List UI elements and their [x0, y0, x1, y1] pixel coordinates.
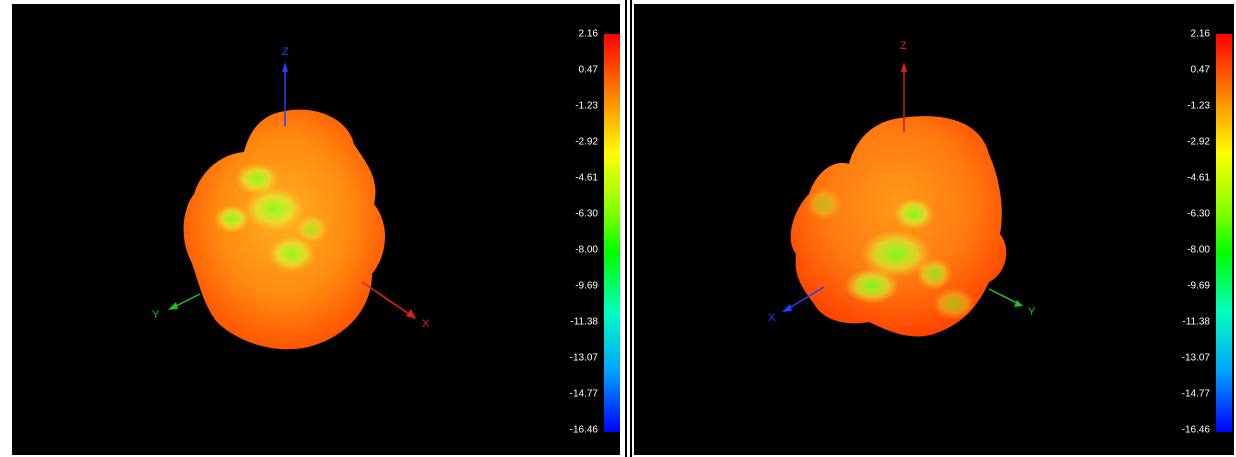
left-color-scale: 2.16 0.47 -1.23 -2.92 -4.61 -6.30 -8.00 …	[560, 29, 620, 436]
tick-label: -14.77	[569, 388, 598, 400]
tick-label: -16.46	[1181, 424, 1210, 436]
axis-label-z: Z	[282, 46, 289, 58]
tick-label: 0.47	[578, 64, 598, 76]
tick-label: 2.16	[1190, 28, 1210, 40]
tick-label: -6.30	[575, 208, 598, 220]
right-surface-render	[782, 62, 1023, 337]
tick-label: -13.07	[569, 352, 598, 364]
panel-divider	[630, 0, 632, 457]
tick-label: -8.00	[1187, 244, 1210, 256]
tick-label: -4.61	[1187, 172, 1210, 184]
right-color-scale: 2.16 0.47 -1.23 -2.92 -4.61 -6.30 -8.00 …	[1172, 29, 1232, 436]
tick-label: -8.00	[575, 244, 598, 256]
right-3d-view[interactable]: Z X Y 2.16 0.47 -1.23 -2.92 -4.61 -6.30 …	[634, 4, 1234, 455]
tick-label: -11.38	[1182, 316, 1210, 328]
molecular-surface	[790, 116, 1007, 337]
tick-label: -13.07	[1181, 352, 1210, 364]
axis-label-x: X	[422, 318, 430, 330]
panel-divider	[625, 0, 627, 457]
tick-label: -16.46	[569, 424, 598, 436]
tick-label: -11.38	[570, 316, 598, 328]
axis-label-y: Y	[1028, 306, 1036, 318]
left-surface-render	[168, 62, 416, 350]
axis-label-x: X	[768, 312, 776, 324]
axis-label-y: Y	[152, 309, 160, 321]
axis-label-z: Z	[900, 40, 907, 52]
tick-label: -9.69	[1187, 280, 1210, 292]
color-bar	[604, 34, 620, 432]
tick-label: -4.61	[575, 172, 598, 184]
tick-label: 2.16	[578, 28, 598, 40]
tick-label: 0.47	[1190, 64, 1210, 76]
color-bar	[1216, 34, 1232, 432]
tick-label: -9.69	[575, 280, 598, 292]
tick-label: -14.77	[1181, 388, 1210, 400]
tick-label: -1.23	[1187, 100, 1210, 112]
tick-label: -1.23	[575, 100, 598, 112]
tick-label: -6.30	[1187, 208, 1210, 220]
tick-label: -2.92	[1187, 136, 1210, 148]
left-3d-view[interactable]: Z Y X 2.16 0.47 -1.23 -2.92 -4.61 -6.30 …	[12, 4, 620, 455]
tick-label: -2.92	[575, 136, 598, 148]
